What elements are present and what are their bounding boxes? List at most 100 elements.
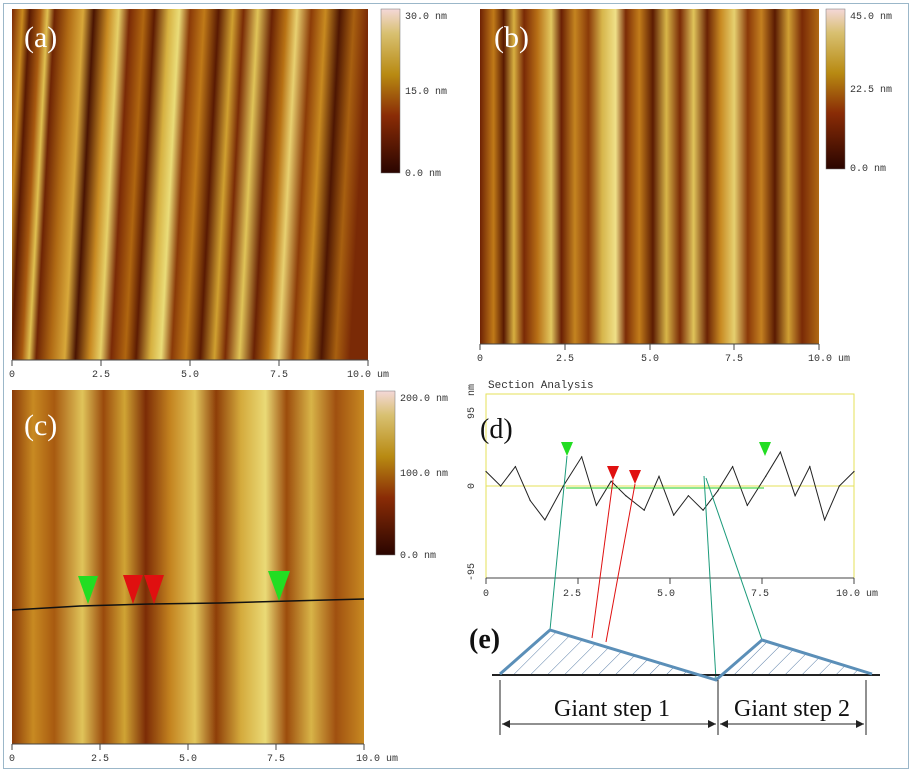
- panel-e-arrowhead-2b: [856, 720, 864, 728]
- panel-d-y-zero-wrap: 0: [467, 483, 478, 489]
- panel-a-tick-0: 0: [9, 370, 15, 381]
- section-profile-point: [794, 495, 796, 497]
- panel-e: (e) Giant step 1 Giant step 2: [469, 624, 880, 735]
- panel-a-tick-3: 7.5: [270, 370, 288, 381]
- connector-green-2: [703, 475, 717, 681]
- panel-d-tick-0: 0: [483, 589, 489, 600]
- section-profile-point: [581, 456, 583, 458]
- section-profile-point: [643, 509, 645, 511]
- panel-a: (a) 30.0 nm 15.0 nm 0.0 nm 0 2.5 5.0 7.5…: [9, 8, 447, 381]
- panel-d-y-label-wrap: 95: [467, 407, 478, 419]
- panel-c-section-line: [11, 598, 365, 611]
- section-profile-point: [838, 485, 840, 487]
- section-profile-point: [595, 504, 598, 506]
- section-profile-point: [779, 451, 782, 453]
- panel-a-colorbar: [380, 8, 401, 174]
- panel-c-cbar-mid: 100.0 nm: [400, 469, 448, 480]
- panel-a-tick-4: 10.0 um: [347, 370, 389, 381]
- panel-d-tick-2: 5.0: [657, 589, 675, 600]
- panel-d-marker-red-2: [629, 470, 641, 484]
- panel-e-hatch-area: [500, 630, 872, 678]
- panel-c-marker-red-1: [123, 575, 143, 604]
- panel-a-afm-image: [12, 9, 368, 360]
- section-profile-point: [625, 495, 627, 497]
- panel-d-marker-red-1: [607, 466, 619, 480]
- panel-c-tick-1: 2.5: [91, 754, 109, 765]
- section-profile-point: [765, 475, 767, 477]
- panel-b-colorbar: [825, 8, 846, 170]
- panel-c-label: (c): [24, 409, 57, 442]
- panel-e-arrowhead-2a: [720, 720, 728, 728]
- panel-a-x-ticks: [11, 360, 369, 366]
- panel-b: (b) 45.0 nm 22.5 nm 0.0 nm 0 2.5 5.0 7.5…: [477, 8, 892, 365]
- panel-d-y-tick-mid: 0: [467, 483, 478, 489]
- panel-d: Section Analysis 95 nm 0 -95 (d) 0 2.5 5…: [467, 380, 878, 681]
- section-profile-point: [824, 519, 826, 521]
- panel-c-tick-4: 10.0 um: [356, 754, 398, 765]
- panel-b-tick-0: 0: [477, 354, 483, 365]
- section-profile-point: [809, 466, 811, 468]
- panel-a-tick-1: 2.5: [92, 370, 110, 381]
- section-profile-point: [853, 470, 855, 473]
- panel-d-profile: [485, 450, 855, 522]
- panel-d-title: Section Analysis: [488, 380, 594, 392]
- panel-d-y-tick-bottom: -95: [467, 563, 478, 581]
- panel-d-y-bottom-wrap: -95: [467, 563, 478, 581]
- panel-c-x-ticks: [11, 744, 365, 750]
- panel-c-colorbar: [375, 390, 396, 556]
- panel-b-label: (b): [494, 21, 529, 54]
- figure-frame: [3, 3, 909, 769]
- section-profile-point: [732, 466, 734, 468]
- panel-d-y-unit-wrap: nm: [467, 384, 478, 396]
- panel-a-cbar-min: 0.0 nm: [405, 169, 441, 180]
- panel-b-tick-1: 2.5: [556, 354, 574, 365]
- panel-d-y-unit: nm: [467, 384, 478, 396]
- section-profile-point: [746, 504, 748, 506]
- panel-b-cbar-min: 0.0 nm: [850, 164, 886, 175]
- panel-b-x-ticks: [479, 344, 820, 350]
- section-profile-point: [610, 480, 612, 482]
- section-profile-point: [529, 499, 531, 502]
- panel-d-marker-green-2: [759, 442, 771, 456]
- panel-b-cbar-max: 45.0 nm: [850, 12, 892, 23]
- panel-e-giant-step-2: Giant step 2: [734, 696, 850, 722]
- panel-c-marker-green-2: [268, 571, 290, 601]
- section-profile-point: [544, 519, 546, 521]
- section-profile-point: [687, 495, 690, 497]
- panel-c: (c) 200.0 nm 100.0 nm 0.0 nm 0 2.5 5.0 7…: [9, 390, 448, 765]
- section-profile-point: [500, 485, 502, 487]
- panel-c-cbar-max: 200.0 nm: [400, 394, 448, 405]
- panel-d-tick-1: 2.5: [563, 589, 581, 600]
- connector-red-2: [605, 483, 636, 643]
- panel-b-tick-3: 7.5: [725, 354, 743, 365]
- panel-b-afm-image: [480, 9, 819, 344]
- connector-red-1: [591, 479, 614, 639]
- panel-d-label: (d): [480, 414, 513, 445]
- panel-d-y-tick-top: 95: [467, 407, 478, 419]
- panel-c-tick-2: 5.0: [179, 754, 197, 765]
- connector-green-1: [549, 455, 568, 631]
- panel-a-cbar-max: 30.0 nm: [405, 12, 447, 23]
- panel-e-label: (e): [469, 624, 500, 655]
- section-profile-point: [514, 466, 517, 468]
- section-profile-point: [673, 514, 675, 516]
- panel-c-marker-red-2: [144, 575, 164, 604]
- panel-a-label: (a): [24, 21, 57, 54]
- panel-c-cbar-min: 0.0 nm: [400, 551, 436, 562]
- panel-b-tick-2: 5.0: [641, 354, 659, 365]
- panel-a-cbar-mid: 15.0 nm: [405, 87, 447, 98]
- panel-c-tick-0: 0: [9, 754, 15, 765]
- panel-e-arrowhead-1a: [502, 720, 510, 728]
- panel-d-x-ticks: [485, 578, 855, 584]
- section-profile-point: [485, 470, 487, 473]
- panel-b-cbar-mid: 22.5 nm: [850, 85, 892, 96]
- panel-e-giant-step-1: Giant step 1: [554, 696, 670, 722]
- panel-c-afm-image: [12, 390, 364, 744]
- panel-e-arrowhead-1b: [708, 720, 716, 728]
- section-profile-point: [702, 509, 704, 511]
- panel-d-tick-4: 10.0 um: [836, 589, 878, 600]
- panel-d-tick-3: 7.5: [751, 589, 769, 600]
- panel-b-tick-4: 10.0 um: [808, 354, 850, 365]
- panel-d-marker-green-1: [561, 442, 573, 456]
